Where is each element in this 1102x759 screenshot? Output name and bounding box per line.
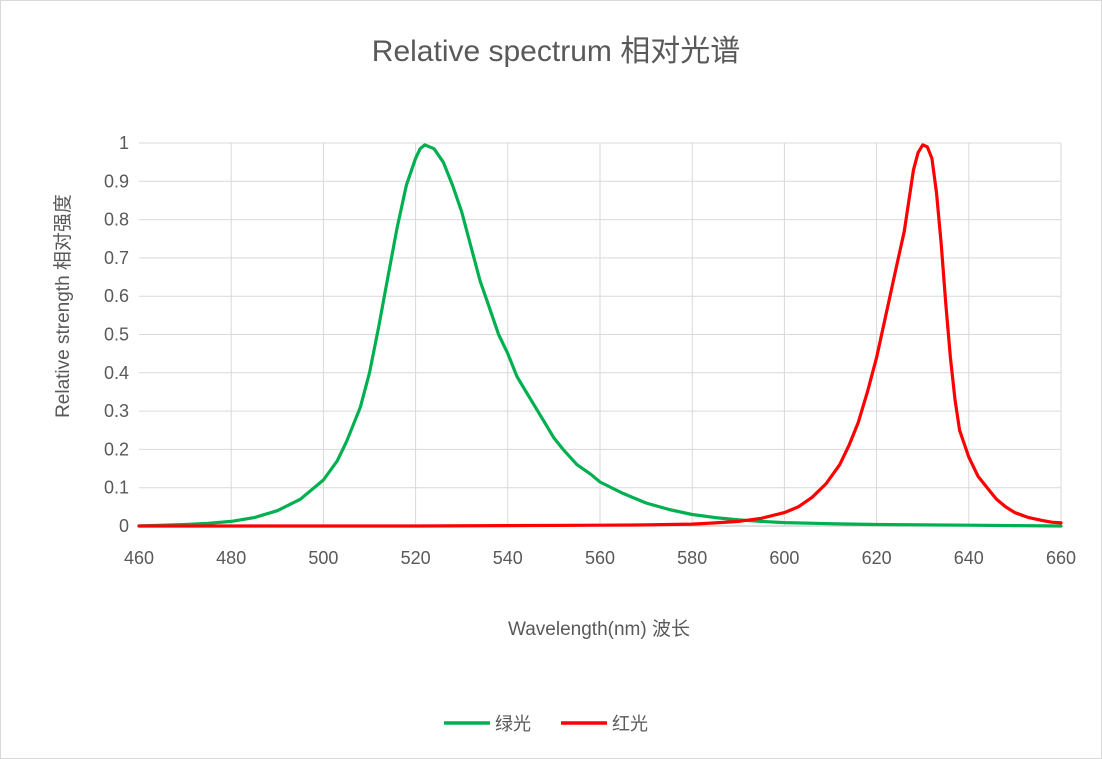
x-tick-label: 540 — [493, 548, 523, 568]
x-tick-label: 500 — [308, 548, 338, 568]
x-tick-label: 580 — [677, 548, 707, 568]
y-tick-label: 0.5 — [104, 325, 129, 345]
x-axis-ticks: 460 480 500 520 540 560 580 600 620 640 660 — [124, 548, 1076, 568]
series-layer — [137, 143, 1063, 528]
y-tick-label: 0.4 — [104, 363, 129, 383]
x-tick-label: 640 — [954, 548, 984, 568]
x-tick-label: 620 — [862, 548, 892, 568]
y-tick-label: 0.3 — [104, 401, 129, 421]
x-tick-label: 600 — [769, 548, 799, 568]
horizontal-gridlines — [139, 142, 1061, 527]
x-axis-label: Wavelength(nm) 波长 — [508, 618, 690, 640]
y-axis-ticks: 0 0.1 0.2 0.3 0.4 0.5 0.6 0.7 0.8 0.9 1 — [104, 133, 129, 536]
y-tick-label: 0.1 — [104, 478, 129, 498]
y-tick-label: 0.6 — [104, 286, 129, 306]
x-tick-label: 460 — [124, 548, 154, 568]
series-line — [137, 143, 1063, 528]
y-tick-label: 0.8 — [104, 210, 129, 230]
chart-title: Relative spectrum 相对光谱 — [372, 35, 740, 68]
y-tick-label: 0.7 — [104, 248, 129, 268]
y-tick-label: 0 — [119, 516, 129, 536]
legend: 绿光 红光 — [444, 714, 648, 734]
x-tick-label: 560 — [585, 548, 615, 568]
x-tick-label: 660 — [1046, 548, 1076, 568]
y-tick-label: 1 — [119, 133, 129, 153]
y-tick-label: 0.2 — [104, 439, 129, 459]
y-tick-label: 0.9 — [104, 171, 129, 191]
x-tick-label: 520 — [401, 548, 431, 568]
x-tick-label: 480 — [216, 548, 246, 568]
legend-entry: 绿光 — [495, 714, 531, 734]
y-axis-label: Relative strength 相对强度 — [52, 194, 74, 418]
series-line — [137, 143, 1063, 528]
legend-entry: 红光 — [612, 714, 648, 734]
